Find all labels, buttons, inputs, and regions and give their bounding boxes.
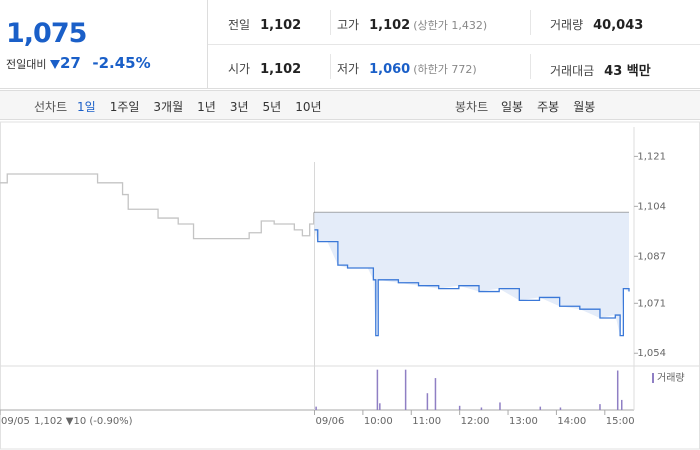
stat-value: 1,102 (369, 18, 411, 33)
chart-frame (0, 121, 700, 450)
summary: 1,075 전일대비 27 -2.45% 전일 1,102 고가 1,102 (상한가 … (0, 0, 700, 89)
price-box: 1,075 전일대비 27 -2.45% (0, 0, 208, 88)
down-icon (49, 60, 60, 69)
stat-value: 40,043 (593, 18, 644, 33)
y-tick-label: 1,121 (637, 151, 666, 162)
y-tick-label: 1,087 (637, 251, 666, 262)
stat: 고가 1,102 (상한가 1,432) (337, 16, 487, 33)
tab[interactable]: 1년 (197, 100, 216, 114)
x-tick-label: 09/06 (316, 416, 345, 427)
price: 1,075 (6, 18, 87, 49)
divider (330, 10, 331, 35)
prev-summary: 1,102 ▼10 (-0.90%) (34, 416, 133, 427)
tab[interactable]: 10년 (295, 100, 322, 114)
x-tick-label: 14:00 (557, 416, 586, 427)
x-tick-label: 15:00 (606, 416, 635, 427)
x-tick-label: 09/05 (1, 416, 30, 427)
divider (330, 54, 331, 79)
change-label: 전일대비 (6, 58, 47, 71)
change: 전일대비 27 -2.45% (6, 54, 151, 72)
change-rate: -2.45% (92, 54, 151, 72)
change-value: 27 (59, 54, 81, 72)
stat: 시가 1,102 (228, 60, 301, 77)
tab[interactable]: 월봉 (573, 100, 596, 114)
x-tick-label: 11:00 (412, 416, 441, 427)
price-line (314, 229, 630, 337)
stat-value: 1,102 (260, 18, 302, 33)
tab[interactable]: 3개월 (153, 100, 184, 114)
y-tick-label: 1,104 (637, 201, 666, 212)
divider (530, 54, 531, 79)
y-tick-label: 1,071 (637, 298, 666, 309)
legend-label: 거래량 (657, 372, 685, 384)
tab[interactable]: 5년 (262, 100, 282, 114)
stat-label: 거래대금 (550, 64, 595, 78)
area (314, 212, 629, 336)
stat-value: 1,102 (260, 62, 302, 77)
tab[interactable]: 주봉 (537, 100, 560, 114)
x-tick-label: 13:00 (509, 416, 538, 427)
x-tick-label: 10:00 (364, 416, 393, 427)
tab[interactable]: 1주일 (109, 100, 140, 114)
divider (530, 10, 531, 35)
stat: 저가 1,060 (하한가 772) (337, 60, 477, 77)
tab-group-label: 봉차트 (455, 100, 489, 114)
tab[interactable]: 일봉 (501, 100, 524, 114)
y-tick-label: 1,054 (637, 348, 666, 359)
tab-group-label: 선차트 (34, 100, 68, 114)
stat: 전일 1,102 (228, 16, 301, 33)
divider (208, 44, 700, 45)
stat-note: (상한가 1,432) (413, 19, 488, 32)
price-line (0, 173, 315, 240)
stat: 거래대금 43 백만 (550, 60, 651, 79)
tab[interactable]: 1일 (77, 100, 96, 114)
stat-label: 시가 (228, 62, 251, 76)
tab[interactable]: 3년 (229, 100, 249, 114)
legend-swatch (652, 373, 654, 383)
x-tick-label: 12:00 (461, 416, 490, 427)
stat-value: 1,060 (369, 62, 411, 77)
stat: 거래량 40,043 (550, 16, 643, 33)
stat-label: 거래량 (550, 18, 584, 32)
stat-label: 고가 (337, 18, 360, 32)
stat-value: 43 백만 (604, 64, 651, 79)
tab-bar: 선차트 봉차트 1일 1주일 3개월 1년 3년 5년 10년 일봉 주봉 월봉 (0, 90, 700, 120)
stat-label: 저가 (337, 62, 360, 76)
stat-note: (하한가 772) (413, 63, 477, 76)
stat-label: 전일 (228, 18, 251, 32)
